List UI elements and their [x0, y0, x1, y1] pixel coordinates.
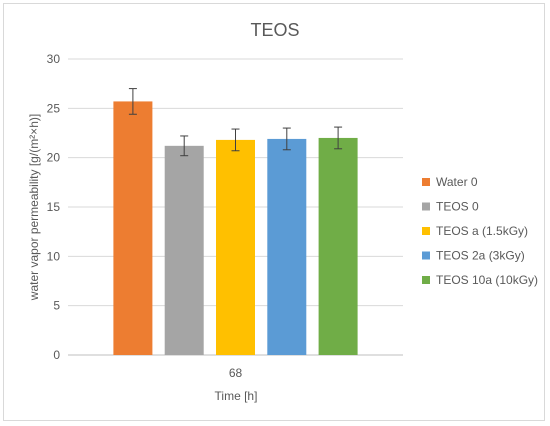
- legend-swatch: [422, 178, 430, 186]
- legend-label: Water 0: [436, 175, 478, 189]
- bar-1: [164, 145, 204, 355]
- y-tick-label: 20: [47, 151, 61, 165]
- y-tick-label: 10: [47, 249, 61, 263]
- x-tick-label: 68: [229, 366, 243, 380]
- legend-swatch: [422, 227, 430, 235]
- y-tick-label: 0: [53, 348, 60, 362]
- bar-2: [216, 139, 255, 355]
- legend-swatch: [422, 276, 430, 284]
- legend: Water 0 TEOS 0 TEOS a (1.5kGy) TEOS 2a (3kG…: [422, 175, 538, 287]
- y-tick-label: 30: [47, 52, 61, 66]
- legend-label: TEOS 10a (10kGy): [436, 273, 538, 287]
- legend-label: TEOS 0: [436, 200, 479, 214]
- legend-swatch: [422, 251, 430, 260]
- legend-swatch: [422, 202, 430, 211]
- legend-label: TEOS a (1.5kGy): [436, 224, 528, 238]
- chart-title: TEOS: [250, 20, 299, 40]
- y-axis-title: water vapor permeability [g/(m²×h)]: [27, 114, 41, 301]
- x-axis-title: Time [h]: [215, 389, 258, 403]
- x-axis-ticks: 68: [229, 366, 243, 380]
- y-tick-label: 5: [53, 299, 60, 313]
- bars: [113, 88, 358, 355]
- bar-3: [267, 138, 307, 355]
- legend-label: TEOS 2a (3kGy): [436, 249, 525, 263]
- bar-4: [318, 137, 358, 355]
- y-tick-label: 25: [47, 101, 61, 115]
- bar-0: [113, 101, 153, 355]
- y-tick-label: 15: [47, 200, 61, 214]
- y-axis-ticks: 0 5 10 15 20 25 30: [47, 52, 61, 362]
